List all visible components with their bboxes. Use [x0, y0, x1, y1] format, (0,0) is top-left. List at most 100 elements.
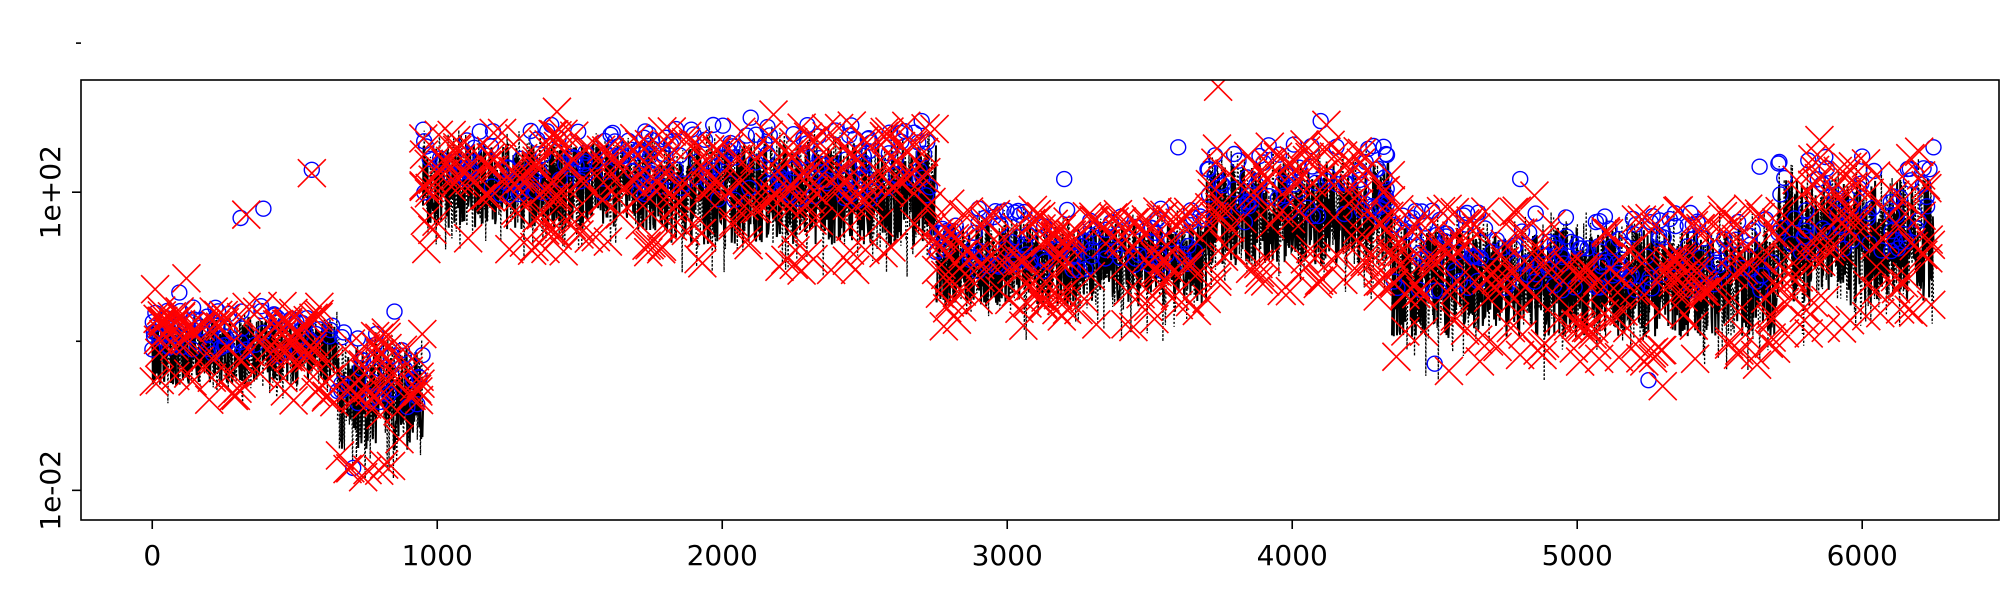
x-marker [927, 223, 957, 253]
circle-marker [233, 320, 251, 337]
x-marker [1594, 218, 1624, 248]
x-marker [1699, 271, 1729, 301]
x-marker [1121, 207, 1151, 237]
x-marker [1533, 258, 1563, 288]
circle-marker [1085, 229, 1103, 246]
circle-marker [1615, 236, 1633, 254]
circle-marker [1169, 139, 1187, 156]
x-marker [1827, 201, 1857, 231]
x-marker [1643, 267, 1673, 297]
x-marker [1164, 290, 1194, 320]
x-marker [1007, 246, 1037, 276]
x-marker [376, 362, 406, 392]
x-marker [1243, 249, 1273, 279]
x-marker [1708, 217, 1739, 247]
x-marker [1679, 311, 1709, 341]
x-marker [1895, 143, 1925, 173]
x-marker [758, 184, 788, 214]
x-marker [450, 158, 480, 188]
x-marker [913, 191, 943, 221]
x-marker [1195, 169, 1225, 199]
x-marker [521, 149, 551, 180]
x-marker [410, 206, 440, 236]
x-marker [1804, 125, 1835, 155]
x-marker [267, 291, 298, 321]
x-marker [874, 177, 905, 208]
x-marker [684, 244, 714, 274]
x-marker [1647, 335, 1677, 365]
x-marker [804, 206, 834, 236]
x-marker [1868, 224, 1898, 254]
circle-marker [761, 127, 778, 144]
x-marker [1827, 313, 1857, 344]
x-marker [965, 250, 995, 280]
x-marker [622, 184, 652, 214]
x-marker [1291, 203, 1321, 234]
x-marker [466, 183, 497, 213]
circle-marker [726, 191, 743, 209]
x-marker [1885, 294, 1915, 325]
circle-marker [1667, 217, 1684, 235]
x-marker [1125, 279, 1156, 309]
x-marker [273, 307, 303, 337]
x-marker [683, 130, 713, 160]
circle-marker [567, 149, 584, 167]
x-marker [1026, 230, 1056, 260]
x-marker [268, 363, 298, 393]
x-marker [1301, 183, 1331, 214]
x-marker [835, 212, 865, 242]
x-marker [185, 312, 216, 342]
circle-marker [1817, 148, 1834, 166]
x-marker [837, 111, 867, 141]
x-marker [1379, 267, 1409, 297]
x-marker [1328, 265, 1358, 295]
circle-marker [349, 330, 367, 347]
x-axis: 0 1000 2000 3000 4000 5000 6000 [143, 520, 1898, 572]
x-marker [453, 223, 483, 253]
x-marker [160, 361, 190, 391]
x-marker [1390, 316, 1420, 347]
circle-marker [929, 224, 947, 241]
x-marker [366, 400, 396, 430]
x-marker [840, 255, 870, 285]
x-marker [1505, 340, 1535, 370]
x-marker [476, 142, 506, 173]
x-marker [1151, 231, 1182, 261]
x-marker [1347, 138, 1377, 168]
x-marker [1369, 176, 1399, 206]
x-marker [1295, 234, 1325, 264]
x-marker [1473, 283, 1503, 313]
x-marker [533, 202, 563, 232]
x-marker [1684, 246, 1714, 276]
x-marker [1343, 256, 1373, 287]
circle-marker [1226, 181, 1243, 198]
x-marker [646, 155, 677, 185]
x-marker [1630, 246, 1660, 276]
x-marker [1165, 208, 1195, 238]
x-marker [139, 366, 169, 397]
x-marker [1613, 235, 1643, 265]
x-marker [719, 191, 749, 221]
x-marker [878, 173, 908, 203]
x-marker [166, 302, 196, 332]
x-marker [509, 227, 539, 258]
x-marker [776, 170, 806, 200]
x-marker [264, 309, 294, 339]
circle-marker [1853, 148, 1871, 165]
x-marker [1802, 168, 1832, 198]
x-marker [528, 177, 558, 207]
x-marker [140, 274, 170, 304]
y-tick-label: 1e-02 [34, 450, 67, 531]
x-marker [472, 150, 502, 180]
x-marker [635, 184, 665, 214]
circle-marker [843, 117, 860, 134]
x-marker [1106, 229, 1136, 259]
x-marker [850, 235, 880, 265]
x-marker [1100, 206, 1130, 237]
x-marker [1310, 137, 1340, 167]
x-marker [1431, 239, 1461, 269]
x-marker [924, 232, 955, 262]
x-marker [1750, 284, 1780, 314]
x-marker [1666, 253, 1696, 283]
x-marker [689, 153, 719, 183]
